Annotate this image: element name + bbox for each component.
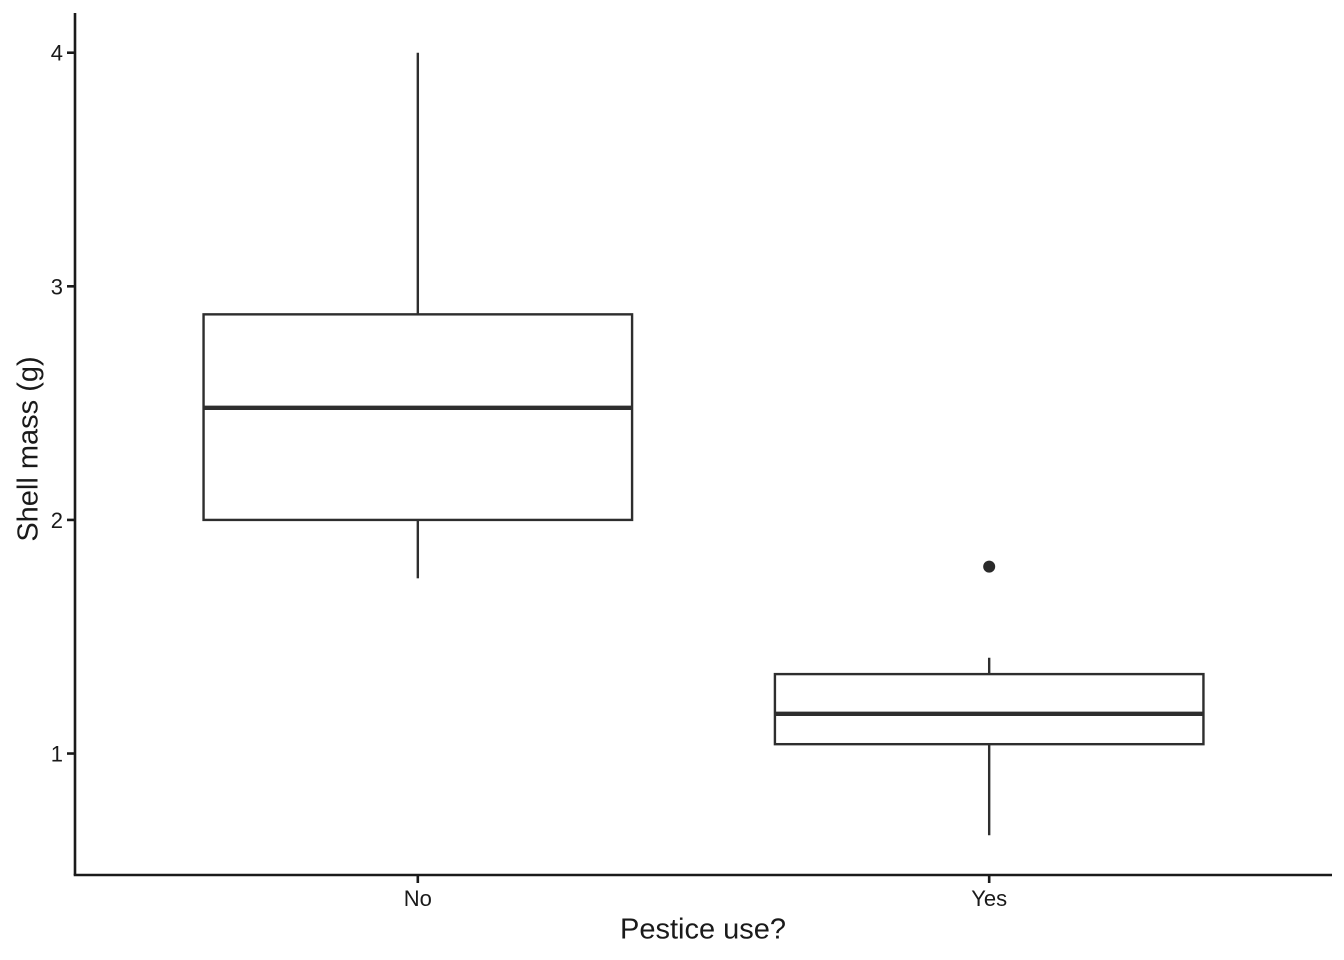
x-axis-title: Pestice use? xyxy=(619,913,787,946)
y-tick-label: 2 xyxy=(51,508,63,533)
y-tick-label: 3 xyxy=(51,274,63,299)
outlier-point xyxy=(983,560,996,573)
x-tick-label: No xyxy=(404,886,432,911)
y-tick-label: 4 xyxy=(51,41,63,66)
y-tick-label: 1 xyxy=(51,742,63,767)
boxplot-group-no xyxy=(202,52,634,579)
y-axis-title: Shell mass (g) xyxy=(12,356,45,542)
boxplot-group-yes xyxy=(773,560,1205,836)
iqr-box xyxy=(773,672,1205,746)
x-tick-label: Yes xyxy=(971,886,1007,911)
iqr-box xyxy=(202,313,634,522)
